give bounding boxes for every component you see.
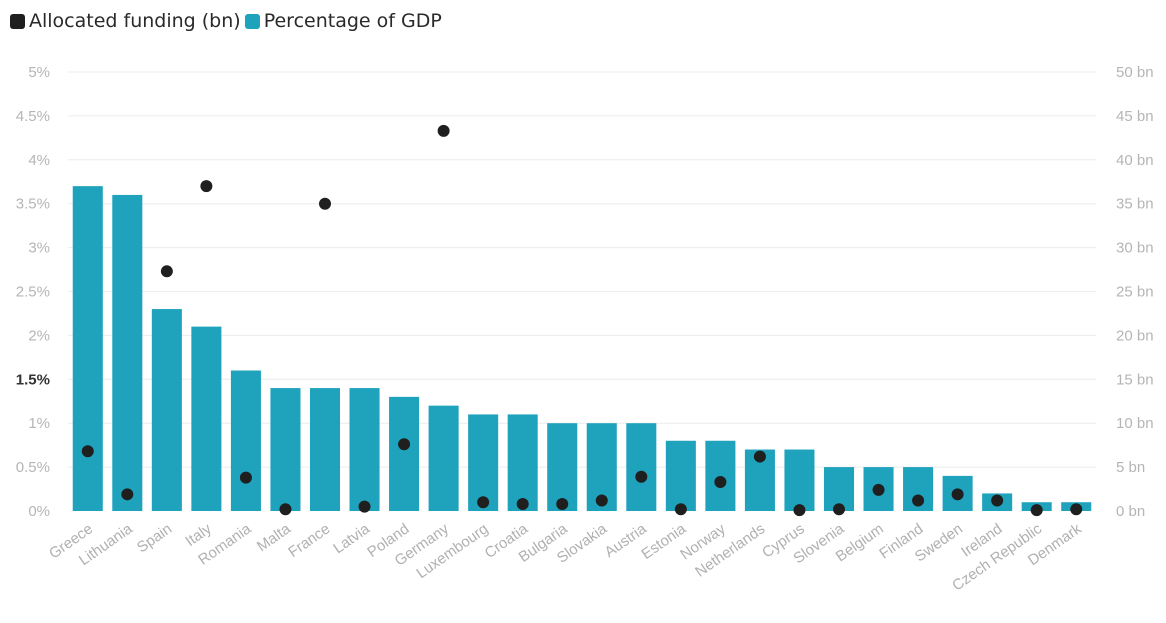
legend-swatch-funding [10, 13, 25, 29]
bar [151, 309, 182, 511]
dot [279, 503, 292, 516]
right-tick-label: 50 bn [1116, 64, 1154, 81]
dot [200, 180, 213, 193]
dot [121, 488, 134, 501]
left-tick-label: 1% [28, 415, 50, 432]
legend-swatch-gdp [244, 13, 260, 29]
bar [468, 414, 499, 511]
left-tick-label: 3.5% [16, 196, 50, 213]
dot [793, 504, 806, 517]
x-tick-label: Spain [134, 520, 175, 556]
dot [556, 497, 569, 510]
bar [230, 370, 261, 511]
bar [705, 440, 736, 511]
bar [665, 440, 696, 511]
left-tick-label: 2% [28, 327, 50, 344]
dot [674, 503, 687, 516]
left-tick-label: 4.5% [16, 108, 50, 125]
dot [753, 450, 766, 463]
gridlines [68, 71, 1096, 468]
left-tick-label: 1.5% [16, 371, 50, 388]
bar [309, 388, 341, 511]
right-tick-label: 45 bn [1116, 108, 1154, 125]
bar [784, 449, 815, 511]
dot [1070, 503, 1083, 516]
bar [270, 388, 301, 511]
bar-series-gdp [72, 186, 1092, 512]
left-tick-label: 0.5% [16, 459, 50, 476]
dot [1030, 504, 1043, 517]
legend-label-gdp: Percentage of GDP [263, 10, 442, 32]
dot [516, 497, 529, 510]
right-tick-label: 40 bn [1116, 152, 1154, 169]
dot [872, 483, 885, 496]
dot [398, 438, 411, 451]
dot [437, 124, 450, 137]
left-tick-label: 3% [28, 240, 50, 257]
left-tick-label: 5% [28, 64, 50, 81]
right-tick-label: 20 bn [1116, 327, 1154, 344]
dot [239, 471, 252, 484]
right-tick-label: 5 bn [1116, 459, 1145, 476]
dot [358, 500, 371, 513]
left-tick-label: 4% [28, 152, 50, 169]
dot [477, 496, 490, 509]
x-tick-label: France [285, 520, 333, 561]
right-tick-label: 15 bn [1116, 371, 1154, 388]
legend-label-funding: Allocated funding (bn) [29, 10, 241, 32]
bar [72, 186, 103, 511]
right-tick-label: 35 bn [1116, 196, 1154, 213]
dot [160, 265, 173, 278]
dot [714, 476, 727, 489]
dot-series-funding [81, 124, 1083, 517]
bar [547, 423, 578, 511]
bar [112, 194, 143, 512]
bar [389, 396, 420, 511]
dot [319, 197, 331, 210]
dot [595, 494, 608, 507]
bar [428, 405, 459, 511]
bar [349, 388, 380, 511]
bar [626, 423, 657, 511]
legend-item-gdp[interactable]: Percentage of GDP [244, 10, 442, 32]
bar [507, 414, 538, 511]
legend-item-funding[interactable]: Allocated funding (bn) [10, 10, 241, 32]
dot [951, 488, 964, 501]
dot [991, 494, 1004, 507]
left-tick-label: 0% [28, 503, 50, 520]
right-axis: 0 bn 5 bn 10 bn 15 bn 20 bn 25 bn 30 bn 35 bn 40… [1116, 64, 1154, 520]
right-tick-label: 25 bn [1116, 284, 1154, 301]
left-axis: 0% 0.5% 1% 1.5% 2% 2.5% 3% 3.5% 4% 4.5% 5% [16, 64, 50, 520]
dot [635, 470, 648, 483]
right-tick-label: 10 bn [1116, 415, 1154, 432]
dot [912, 494, 925, 507]
right-tick-label: 30 bn [1116, 240, 1154, 257]
right-tick-label: 0 bn [1116, 503, 1145, 520]
dot [833, 503, 845, 516]
dot [81, 445, 94, 458]
left-tick-label: 2.5% [16, 284, 50, 301]
bar [191, 326, 222, 511]
legend: Allocated funding (bn) Percentage of GDP [10, 10, 446, 32]
